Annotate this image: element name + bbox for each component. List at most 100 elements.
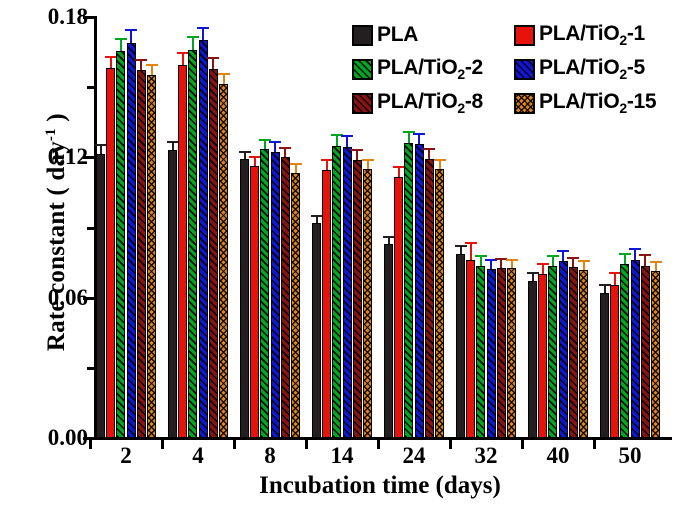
error-bar [315, 216, 318, 223]
error-bar [202, 28, 205, 41]
error-bar [479, 257, 482, 266]
bar [168, 149, 177, 438]
legend-item-t8[interactable]: PLA/TiO2-8 [352, 90, 514, 116]
error-bar-cap [536, 263, 549, 266]
legend-label-subscript: 2 [457, 66, 465, 83]
error-bar [603, 286, 606, 294]
bar [116, 50, 126, 438]
error-bar [284, 149, 287, 158]
legend-item-t1[interactable]: PLA/TiO2-1 [514, 22, 645, 48]
bar-group [166, 17, 230, 438]
legend-swatch-t2-icon [352, 58, 373, 80]
bar [188, 49, 198, 438]
legend-item-pla[interactable]: PLA [352, 23, 514, 47]
error-bar [171, 142, 174, 150]
error-bar [274, 142, 277, 152]
error-bar [541, 265, 544, 275]
legend-swatch-t15-icon [514, 92, 535, 114]
y-tick-label: 0.06 [47, 284, 88, 310]
error-bar [263, 140, 266, 150]
error-bar-cap [598, 284, 611, 287]
error-bar [634, 250, 637, 261]
error-bar [613, 274, 616, 285]
legend-swatch-t8-icon [352, 92, 373, 114]
y-tick-minor [87, 226, 95, 230]
error-bar [428, 150, 431, 160]
bar [404, 142, 414, 438]
bar [312, 222, 321, 438]
bar [435, 169, 444, 438]
bar [219, 84, 228, 438]
error-bar-cap [618, 252, 631, 255]
y-axis-title-text: Rate constant ( day [43, 141, 71, 352]
error-bar-cap [402, 131, 415, 134]
error-bar-cap [330, 134, 343, 137]
error-bar [294, 164, 297, 173]
y-tick-major [83, 296, 95, 300]
error-bar-cap [351, 148, 364, 151]
error-bar [397, 167, 400, 178]
bar [600, 293, 609, 438]
legend-label-subscript: 2 [619, 66, 627, 83]
error-bar [222, 74, 225, 85]
error-bar [99, 146, 102, 155]
bar [558, 261, 568, 438]
legend-item-t2[interactable]: PLA/TiO2-2 [352, 56, 514, 82]
error-bar [531, 273, 534, 282]
error-bar-cap [135, 58, 148, 61]
bar [528, 281, 537, 438]
bar [322, 170, 332, 438]
error-bar-cap [145, 64, 158, 67]
bar [208, 68, 218, 438]
bar [424, 159, 434, 438]
error-bar-cap [176, 52, 189, 55]
legend-row: PLA PLA/TiO2-1 [352, 18, 682, 52]
error-bar [387, 238, 390, 245]
error-bar-cap [238, 150, 251, 153]
bar [136, 70, 146, 438]
error-bar-cap [495, 258, 508, 261]
legend-label-tail: -1 [626, 21, 645, 45]
error-bar-cap [423, 148, 436, 151]
error-bar [459, 247, 462, 255]
legend-item-t5[interactable]: PLA/TiO2-5 [514, 56, 645, 82]
bar [538, 274, 548, 438]
error-bar-cap [125, 29, 138, 32]
legend-label: PLA/TiO2-1 [539, 22, 645, 48]
x-axis-line [94, 437, 672, 440]
error-bar-cap [392, 165, 405, 168]
bar [568, 267, 578, 438]
bar [610, 284, 620, 438]
error-bar [490, 261, 493, 270]
legend-label-main: PLA/TiO [539, 21, 620, 45]
x-tick-major [233, 438, 236, 449]
y-axis-line [94, 16, 97, 439]
error-bar-cap [526, 271, 539, 274]
error-bar-cap [629, 248, 642, 251]
x-tick-label: 50 [618, 443, 642, 468]
error-bar [418, 134, 421, 145]
x-tick-label: 8 [264, 443, 276, 468]
legend-label: PLA/TiO2-8 [377, 90, 483, 116]
bar [342, 146, 352, 438]
error-bar-cap [279, 147, 292, 150]
legend-label-subscript: 2 [619, 32, 627, 49]
x-tick-major [305, 438, 308, 449]
bar [240, 158, 249, 438]
legend-item-t15[interactable]: PLA/TiO2-15 [514, 90, 657, 116]
bar [96, 154, 105, 438]
x-tick-major [377, 438, 380, 449]
legend-swatch-pla-icon [352, 24, 373, 46]
x-tick-label: 14 [330, 443, 354, 468]
legend-label-main: PLA/TiO [539, 55, 620, 79]
error-bar [181, 54, 184, 65]
bar [363, 169, 372, 438]
bar-group [454, 17, 518, 438]
legend-label-tail: -2 [464, 55, 483, 79]
bar [260, 149, 270, 438]
bar [548, 265, 558, 438]
error-bar-cap [94, 144, 107, 147]
error-bar-cap [114, 37, 127, 40]
error-bar [243, 152, 246, 159]
